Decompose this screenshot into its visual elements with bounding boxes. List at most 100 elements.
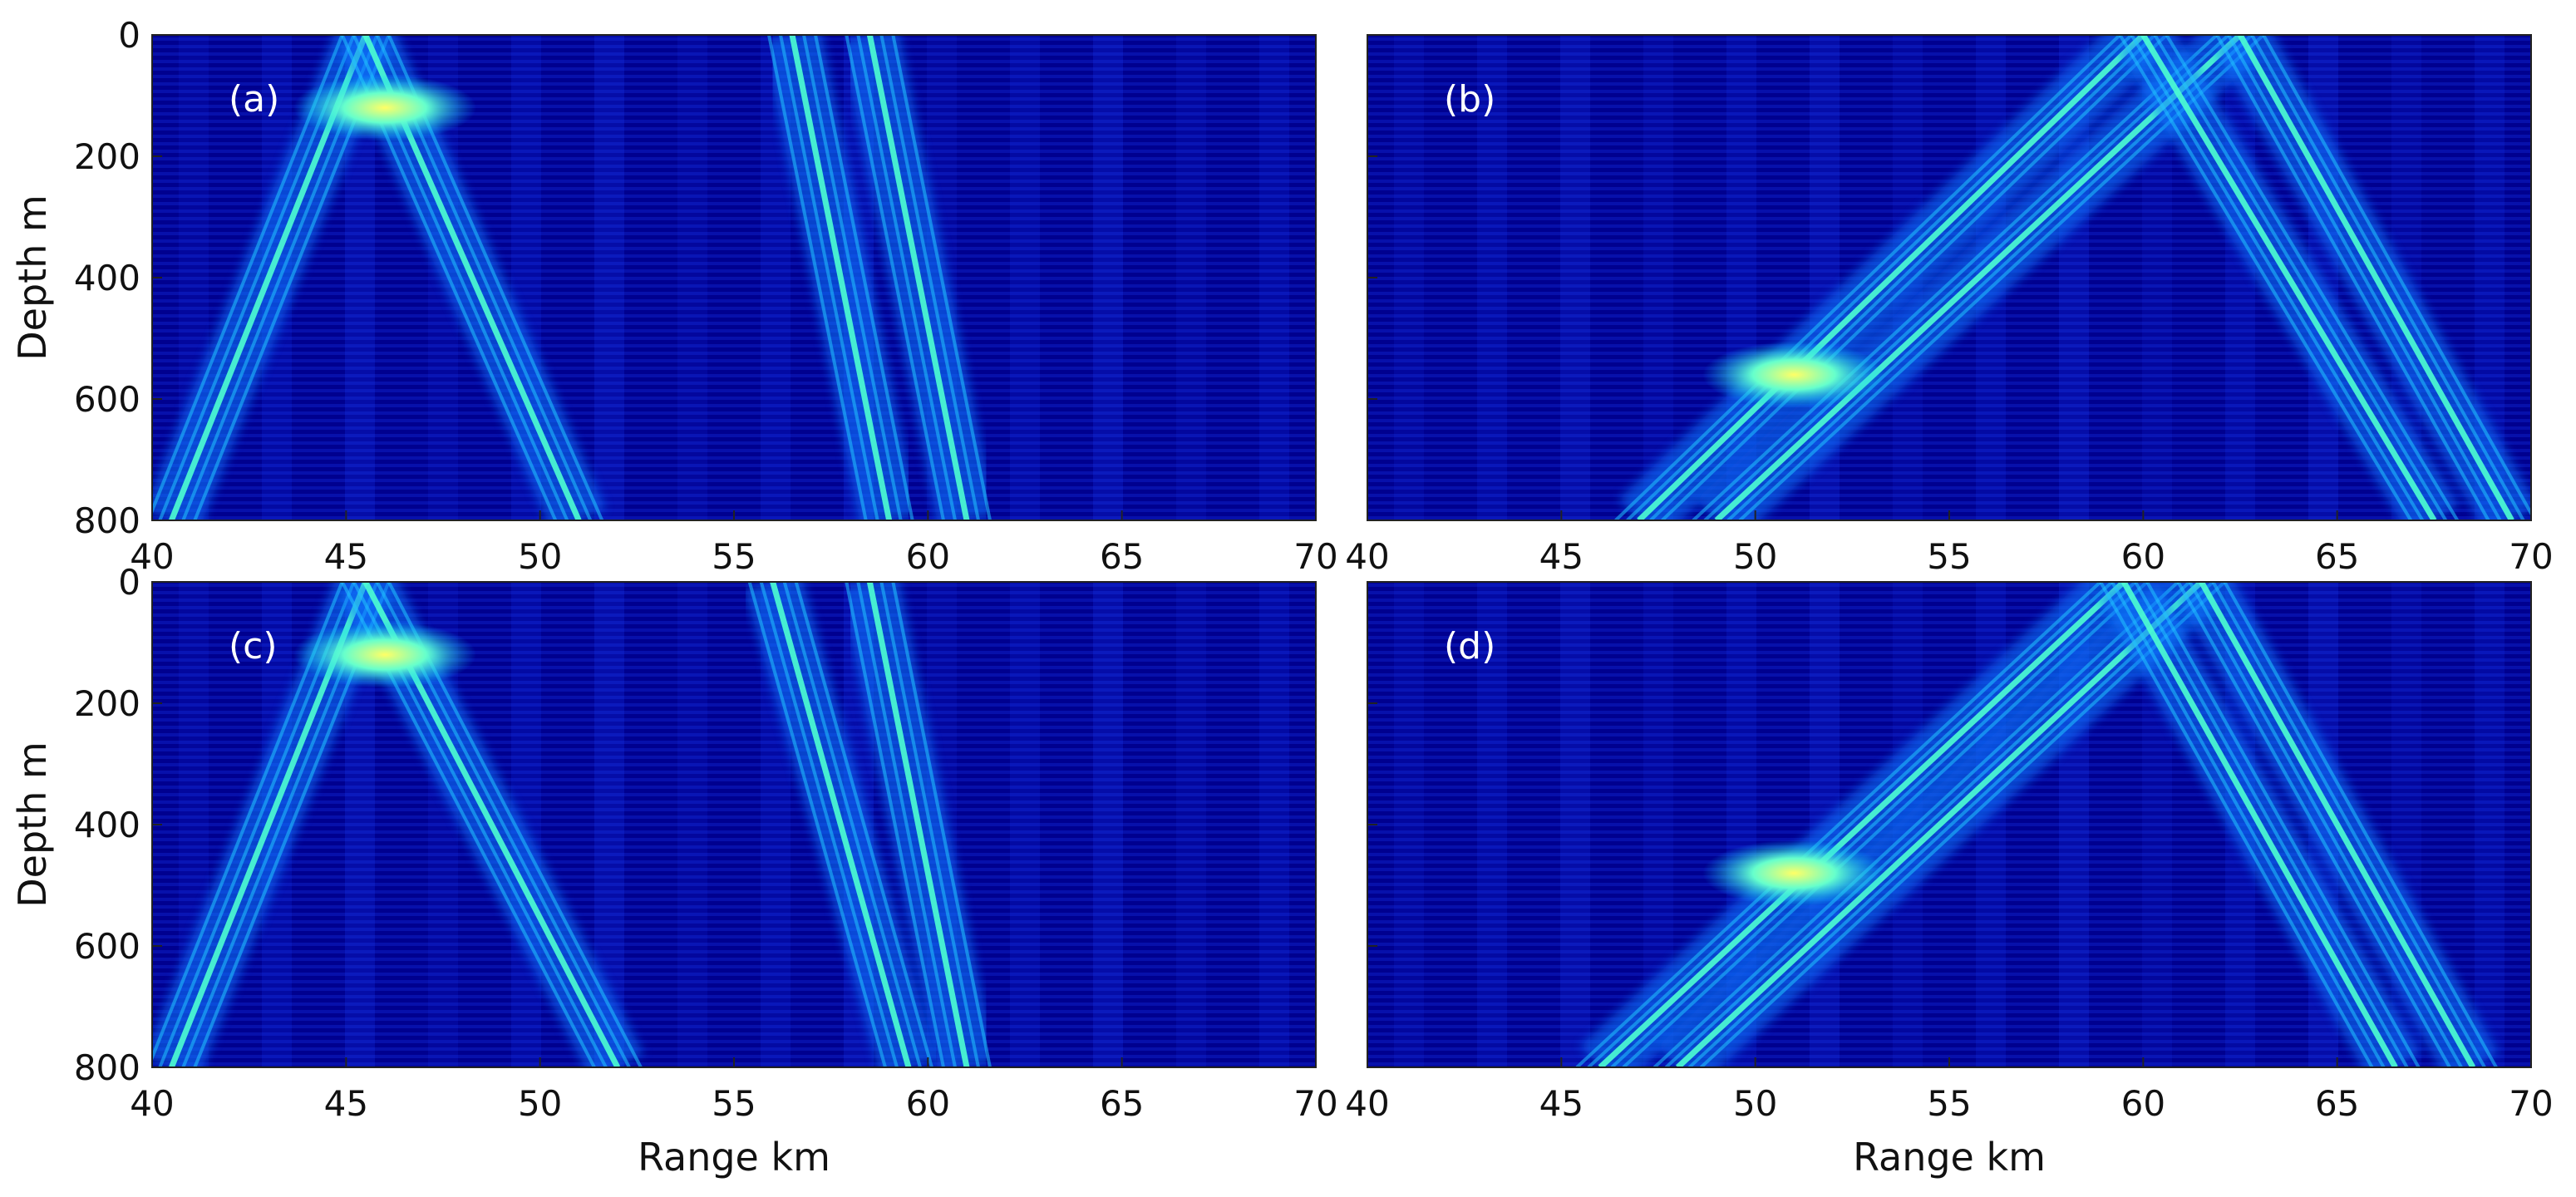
beam-ray bbox=[1637, 35, 2145, 520]
beam-ray bbox=[789, 35, 893, 520]
beam-ray bbox=[2111, 582, 2386, 1067]
y-tick-label: 600 bbox=[74, 379, 140, 420]
heatmap-field bbox=[152, 582, 1316, 1067]
beam-ray bbox=[2134, 582, 2409, 1067]
y-tick-label: 400 bbox=[74, 805, 140, 845]
x-tick-label: 40 bbox=[1345, 1083, 1389, 1124]
beam-ray bbox=[1664, 582, 2191, 1067]
intensity-hotspot bbox=[1702, 840, 1886, 907]
x-tick-label: 45 bbox=[324, 1083, 368, 1124]
beam-ray bbox=[2237, 35, 2514, 520]
beam-ray bbox=[1598, 582, 2126, 1067]
x-tick-label: 60 bbox=[906, 1083, 950, 1124]
beam-ray bbox=[2211, 582, 2486, 1067]
panel-4: (d) 40 45 50 55 60 65 70 Range km bbox=[1345, 581, 2554, 1180]
x-tick-label: 65 bbox=[1100, 1083, 1144, 1124]
beam-ray bbox=[845, 35, 945, 520]
beam-ray bbox=[1652, 582, 2180, 1067]
x-tick-label: 45 bbox=[1539, 1083, 1584, 1124]
beam-ray bbox=[2250, 35, 2525, 520]
beam-ray bbox=[1587, 582, 2114, 1067]
beam-ray bbox=[767, 35, 868, 520]
x-tick-label: 65 bbox=[2315, 1083, 2359, 1124]
x-tick-label: 55 bbox=[712, 1083, 756, 1124]
y-tick-label: 800 bbox=[74, 500, 140, 541]
x-tick-label: 55 bbox=[712, 536, 756, 577]
beam-ray bbox=[770, 582, 912, 1067]
x-tick-label: 60 bbox=[2121, 536, 2165, 577]
y-tick-label: 600 bbox=[74, 926, 140, 967]
beam-ray bbox=[1661, 35, 2168, 520]
beam-ray bbox=[1692, 35, 2219, 520]
heatmap-field bbox=[152, 35, 1316, 520]
x-tick-label: 40 bbox=[130, 1083, 174, 1124]
x-tick-label: 60 bbox=[906, 536, 950, 577]
x-tick-label: 65 bbox=[1100, 536, 1144, 577]
y-axis-title: Depth m bbox=[10, 195, 55, 361]
beam-ray bbox=[2176, 582, 2451, 1067]
x-axis-title: Range km bbox=[1853, 1135, 2046, 1180]
beam-ray bbox=[1675, 582, 2204, 1067]
x-tick-label: 55 bbox=[1927, 1083, 1971, 1124]
beam-ray bbox=[2227, 35, 2502, 520]
beam-ray bbox=[879, 35, 980, 520]
beam-ray bbox=[2145, 582, 2421, 1067]
intensity-hotspot bbox=[1702, 341, 1886, 408]
beam-ray bbox=[759, 582, 899, 1067]
y-tick-label: 200 bbox=[74, 683, 140, 724]
y-tick-label: 0 bbox=[118, 15, 140, 56]
beam-ray bbox=[2130, 35, 2425, 520]
panel-3: (c) 40 45 50 55 60 65 70 0 200 400 600 800 Depth m Ran… bbox=[10, 562, 1338, 1180]
x-tick-label: 45 bbox=[324, 536, 368, 577]
x-tick-label: 55 bbox=[1927, 536, 1971, 577]
y-tick-label: 200 bbox=[74, 136, 140, 177]
x-tick-label: 50 bbox=[518, 1083, 562, 1124]
beam-ray bbox=[2118, 35, 2413, 520]
x-tick-label: 50 bbox=[518, 536, 562, 577]
x-tick-label: 60 bbox=[2121, 1083, 2165, 1124]
beam-ray bbox=[1614, 35, 2121, 520]
beam-ray bbox=[2140, 35, 2437, 520]
intensity-hotspot bbox=[293, 621, 476, 688]
x-tick-label: 70 bbox=[1293, 1083, 1337, 1124]
beam-ray bbox=[1714, 35, 2243, 520]
beam-ray bbox=[779, 35, 879, 520]
heatmap-field bbox=[1367, 35, 2531, 520]
beam-ray bbox=[891, 582, 992, 1067]
x-tick-label: 40 bbox=[1345, 536, 1389, 577]
beam-ray bbox=[1575, 582, 2102, 1067]
x-tick-label: 45 bbox=[1539, 536, 1584, 577]
beam-ray bbox=[1687, 582, 2214, 1067]
x-tick-label: 70 bbox=[1293, 536, 1337, 577]
panel-1: (a) 40 45 50 55 60 65 70 0 200 400 600 800 Depth m bbox=[10, 15, 1338, 577]
y-tick-label: 0 bbox=[118, 562, 140, 603]
y-tick-label: 800 bbox=[74, 1047, 140, 1088]
y-tick-label: 400 bbox=[74, 258, 140, 298]
x-tick-label: 40 bbox=[130, 536, 174, 577]
y-axis-title: Depth m bbox=[10, 741, 55, 908]
beam-ray bbox=[2120, 582, 2398, 1067]
x-tick-label: 70 bbox=[2509, 1083, 2553, 1124]
beam-ray bbox=[879, 582, 980, 1067]
x-tick-label: 50 bbox=[1733, 1083, 1777, 1124]
beam-ray bbox=[802, 35, 903, 520]
panel-2: (b) 40 45 50 55 60 65 70 bbox=[1345, 34, 2554, 577]
panel-label: (d) bbox=[1444, 625, 1495, 667]
beam-ray bbox=[2188, 582, 2463, 1067]
beam-ray bbox=[1622, 582, 2149, 1067]
beam-ray bbox=[782, 582, 922, 1067]
x-tick-label: 65 bbox=[2315, 536, 2359, 577]
beam-ray bbox=[2165, 35, 2460, 520]
beam-ray bbox=[845, 582, 945, 1067]
beam-ray bbox=[2153, 35, 2448, 520]
beam-ray bbox=[856, 35, 957, 520]
beam-ray bbox=[2099, 582, 2374, 1067]
beam-ray bbox=[866, 35, 970, 520]
heatmap-field bbox=[1367, 582, 2531, 1067]
panel-label: (c) bbox=[229, 625, 278, 667]
beam-ray bbox=[2199, 582, 2476, 1067]
beam-ray bbox=[866, 582, 970, 1067]
beam-ray bbox=[747, 582, 887, 1067]
intensity-hotspot bbox=[293, 74, 476, 141]
x-tick-label: 70 bbox=[2509, 536, 2553, 577]
